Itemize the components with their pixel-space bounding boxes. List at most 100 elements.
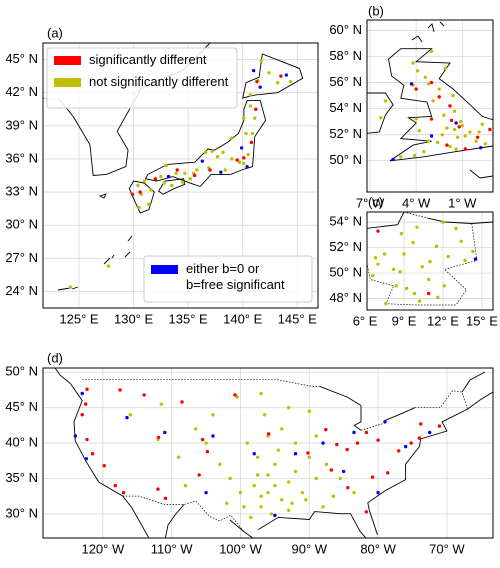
y-tick-label: 60° N xyxy=(329,22,362,37)
station-point xyxy=(255,473,260,477)
station-point xyxy=(300,490,305,495)
x-tick-label: 80° W xyxy=(360,541,396,556)
station-point xyxy=(208,168,212,172)
station-point xyxy=(371,273,375,278)
station-point xyxy=(138,190,142,194)
station-point xyxy=(445,143,449,147)
station-point xyxy=(188,177,193,181)
y-tick-label: 24° N xyxy=(5,283,38,298)
y-tick-label: 58° N xyxy=(329,48,362,63)
station-point xyxy=(314,476,318,481)
station-point xyxy=(225,501,229,505)
station-point xyxy=(379,116,383,120)
station-point xyxy=(446,254,450,259)
station-point xyxy=(403,444,408,449)
legend-swatch xyxy=(151,265,178,274)
station-point xyxy=(454,226,458,231)
legend-swatch xyxy=(54,78,81,87)
station-point xyxy=(159,174,163,179)
border xyxy=(367,212,478,306)
station-point xyxy=(414,87,418,91)
station-point xyxy=(463,147,468,151)
coastline xyxy=(157,178,186,195)
x-tick-label: 145° E xyxy=(278,311,318,326)
station-point xyxy=(411,61,415,65)
station-point xyxy=(255,79,259,84)
station-point xyxy=(420,265,424,269)
points-group xyxy=(379,49,492,162)
y-tick-label: 33° N xyxy=(5,184,38,199)
station-point xyxy=(175,168,179,172)
station-point xyxy=(459,239,463,243)
station-point xyxy=(195,168,199,172)
station-point xyxy=(192,173,197,178)
station-point xyxy=(442,113,446,117)
station-point xyxy=(80,391,84,396)
station-point xyxy=(267,71,271,75)
station-point xyxy=(149,188,153,192)
station-point xyxy=(448,104,452,108)
station-point xyxy=(284,73,289,77)
station-point xyxy=(84,456,89,461)
x-tick-label: 15° E xyxy=(466,313,498,328)
x-tick-label: 70° W xyxy=(429,541,465,556)
station-point xyxy=(254,107,258,111)
legend-line: b=free significant xyxy=(186,277,285,292)
station-point xyxy=(448,144,452,149)
station-point xyxy=(426,139,431,143)
station-point xyxy=(180,400,184,404)
station-point xyxy=(259,505,263,509)
legend-swatch xyxy=(54,56,81,65)
station-point xyxy=(273,483,277,488)
y-tick-label: 45° N xyxy=(5,399,38,414)
station-point xyxy=(429,134,434,138)
station-point xyxy=(147,202,151,206)
station-point xyxy=(286,480,291,484)
station-point xyxy=(215,155,220,159)
station-point xyxy=(245,441,250,445)
y-tick-label: 30° N xyxy=(5,505,38,520)
station-point xyxy=(355,441,360,445)
station-point xyxy=(442,284,446,288)
station-point xyxy=(244,131,248,136)
station-point xyxy=(197,473,201,477)
station-point xyxy=(176,455,181,459)
frame-layer: 125° E 130° E 135° E 140° E 145° E 24° N 27° N… xyxy=(5,3,498,556)
panel-frame xyxy=(366,19,494,193)
station-point xyxy=(73,434,78,438)
station-point xyxy=(370,475,375,479)
station-point xyxy=(266,490,270,495)
station-point xyxy=(402,252,406,256)
panel-label: (c) xyxy=(368,194,383,209)
station-point xyxy=(210,149,214,153)
y-tick-label: 30° N xyxy=(5,217,38,232)
y-tick-label: 36° N xyxy=(5,150,38,165)
coastline xyxy=(57,193,133,291)
station-point xyxy=(259,391,263,396)
station-point xyxy=(431,99,435,103)
legend-line: not significantly different xyxy=(89,74,229,89)
station-point xyxy=(238,490,243,495)
station-point xyxy=(249,515,253,520)
station-point xyxy=(409,82,414,86)
point-layer xyxy=(68,49,492,520)
station-point xyxy=(280,427,284,431)
station-point xyxy=(364,510,369,514)
station-point xyxy=(468,130,472,134)
coastline xyxy=(242,53,304,99)
x-tick-label: 12° E xyxy=(427,313,459,328)
station-point xyxy=(230,136,234,140)
y-tick-label: 52° N xyxy=(329,239,362,254)
station-point xyxy=(437,424,442,428)
x-tick-label: 140° E xyxy=(223,311,263,326)
coastline xyxy=(144,99,267,188)
station-point xyxy=(391,157,395,162)
station-point xyxy=(475,135,480,139)
station-point xyxy=(338,476,342,481)
station-point xyxy=(128,413,133,417)
station-point xyxy=(346,486,350,490)
station-point xyxy=(440,132,444,137)
station-point xyxy=(398,270,402,274)
station-point xyxy=(162,181,166,185)
